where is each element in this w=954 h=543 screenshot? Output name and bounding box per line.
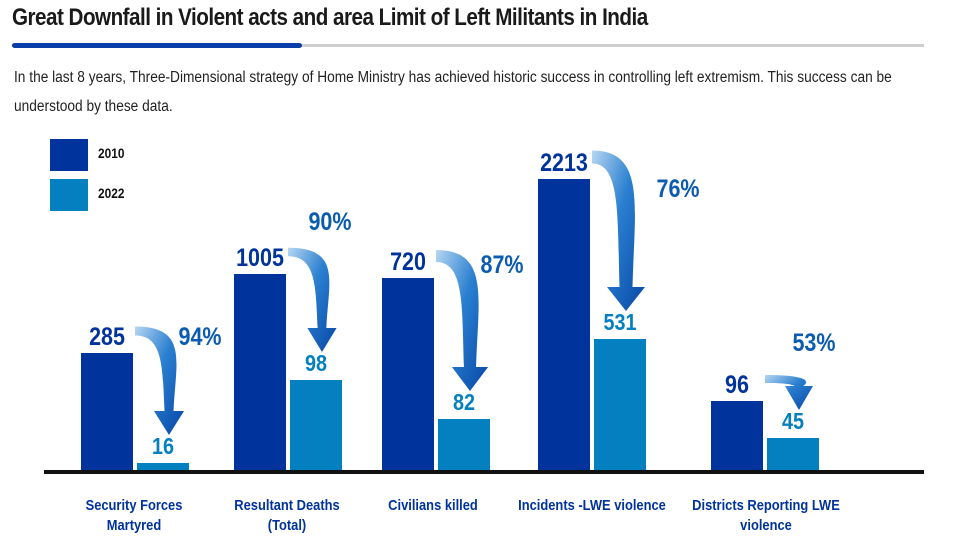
title-underline-accent: [12, 43, 302, 48]
intro-paragraph: In the last 8 years, Three-Dimensional s…: [14, 69, 892, 115]
category-label-line: Resultant Deaths: [234, 497, 340, 514]
decrease-arrow-2: [436, 249, 489, 391]
value-label-2022-1: 98: [305, 351, 327, 377]
value-label-2022-4: 45: [782, 409, 804, 435]
bar-2022-0: [137, 463, 189, 470]
category-label-0: Security Forces Martyred: [57, 496, 212, 536]
value-label-2010-0: 285: [89, 322, 125, 350]
percent-decrease-1: 90%: [308, 207, 351, 235]
value-label-2010-3: 2213: [540, 148, 588, 176]
category-label-line: Districts Reporting LWE: [692, 497, 840, 514]
category-label-1: Resultant Deaths (Total): [210, 496, 365, 536]
percent-decrease-2: 87%: [480, 250, 523, 278]
percent-decrease-3: 76%: [656, 174, 699, 202]
decrease-arrow-3: [592, 150, 645, 311]
page-title: Great Downfall in Violent acts and area …: [12, 4, 648, 31]
legend-label-2010: 2010: [98, 145, 125, 161]
bar-2010-3: [538, 179, 590, 470]
value-label-2010-1: 1005: [236, 243, 284, 271]
decrease-arrow-4: [765, 375, 813, 410]
decrease-arrow-1: [288, 247, 337, 352]
bar-2010-0: [81, 353, 133, 470]
value-label-2010-4: 96: [725, 370, 749, 398]
category-label-line: Martyred: [106, 517, 162, 534]
category-label-4: Districts Reporting LWE violence: [689, 496, 844, 536]
value-label-2010-2: 720: [390, 247, 426, 275]
legend-swatch-2010: [50, 139, 88, 171]
category-label-line: violence: [740, 517, 792, 534]
category-label-3: Incidents -LWE violence: [515, 496, 670, 516]
percent-decrease-4: 53%: [792, 328, 835, 356]
category-label-line: Security Forces: [85, 497, 183, 514]
title-underline: [12, 44, 924, 47]
decrease-arrow-0: [135, 326, 184, 435]
value-label-2022-2: 82: [453, 390, 475, 416]
bar-2022-1: [290, 380, 342, 470]
bar-2010-2: [382, 278, 434, 470]
category-label-2: Civilians killed: [356, 496, 511, 516]
bar-2010-1: [234, 274, 286, 470]
bar-2022-4: [767, 438, 819, 470]
legend-label-2022: 2022: [98, 185, 125, 201]
category-label-line: (Total): [267, 517, 307, 534]
value-label-2022-3: 531: [604, 310, 637, 336]
bar-2022-2: [438, 419, 490, 470]
percent-decrease-0: 94%: [178, 322, 221, 350]
bar-2022-3: [594, 339, 646, 470]
category-label-line: Civilians killed: [388, 497, 478, 514]
legend-swatch-2022: [50, 179, 88, 211]
bar-2010-4: [711, 401, 763, 470]
value-label-2022-0: 16: [152, 434, 174, 460]
category-label-line: Incidents -LWE violence: [518, 497, 666, 514]
